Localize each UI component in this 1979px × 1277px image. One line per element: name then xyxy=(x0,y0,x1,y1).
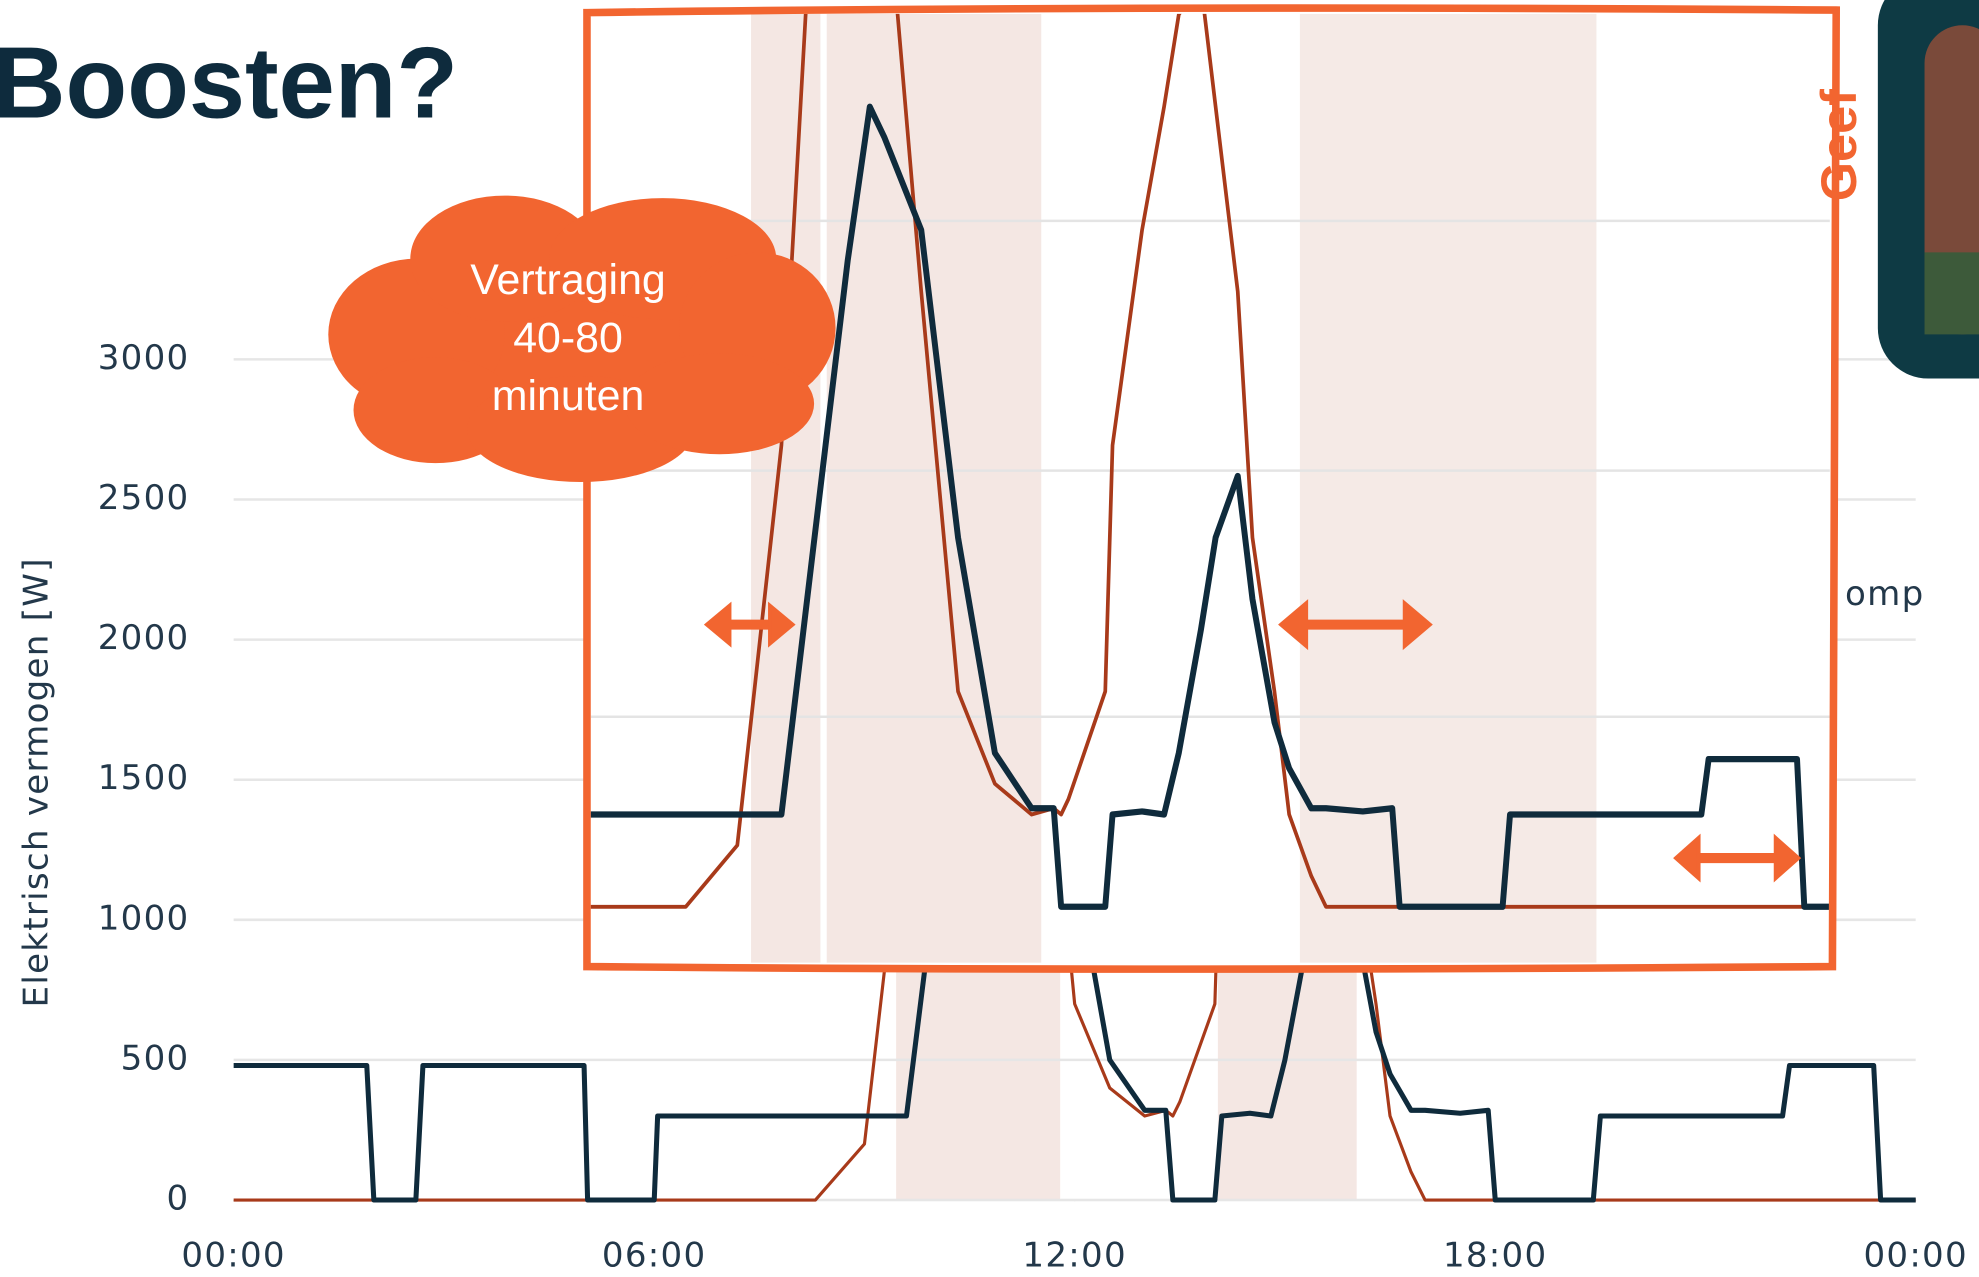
y-tick-label: 0 xyxy=(167,1179,190,1219)
annotation-line: minuten xyxy=(492,372,645,420)
zoom-inset xyxy=(583,4,1841,973)
x-tick-label: 00:00 xyxy=(1863,1235,1967,1275)
y-axis-label: Elektrisch vermogen [W] xyxy=(17,557,57,1007)
y-tick-label: 1500 xyxy=(98,758,190,798)
side-label: Geef xyxy=(1810,89,1867,201)
y-tick-label: 1000 xyxy=(98,898,190,938)
y-tick-label: 2000 xyxy=(98,618,190,658)
x-tick-label: 12:00 xyxy=(1022,1235,1126,1275)
x-tick-label: 18:00 xyxy=(1443,1235,1547,1275)
photo-panel xyxy=(1877,0,1979,379)
y-tick-label: 500 xyxy=(121,1038,190,1078)
callout-cloud xyxy=(328,195,836,483)
annotation-line: Vertraging xyxy=(470,256,666,304)
annotation-line: 40-80 xyxy=(513,314,623,362)
delay-arrows xyxy=(703,599,1802,883)
x-tick-label: 00:00 xyxy=(181,1235,285,1275)
inset-series-line xyxy=(590,13,1830,909)
series-line xyxy=(233,468,1916,1203)
inset-series-line xyxy=(590,103,1830,910)
x-tick-label: 06:00 xyxy=(602,1235,706,1275)
y-tick-label: 3000 xyxy=(98,338,190,378)
y-tick-label: 2500 xyxy=(98,478,190,518)
side-label: omp xyxy=(1845,574,1924,614)
slide-title: Boosten? xyxy=(0,28,458,140)
